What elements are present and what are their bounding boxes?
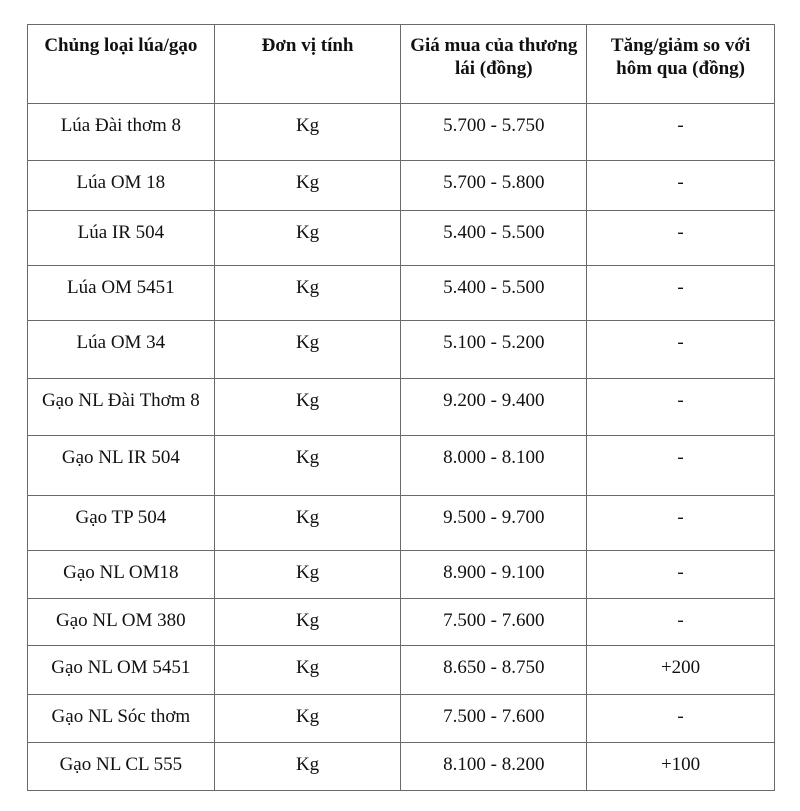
cell-change: - — [586, 550, 775, 599]
cell-unit: Kg — [213, 694, 402, 743]
cell-unit: Kg — [213, 210, 402, 266]
cell-price: 7.500 - 7.600 — [400, 598, 588, 646]
cell-price: 8.900 - 9.100 — [400, 550, 588, 599]
cell-product: Gạo NL CL 555 — [27, 742, 215, 791]
cell-unit: Kg — [213, 742, 402, 791]
cell-unit: Kg — [213, 265, 402, 321]
cell-unit: Kg — [213, 160, 402, 211]
cell-change: - — [586, 103, 775, 161]
cell-change: +200 — [586, 645, 775, 695]
cell-product: Lúa OM 34 — [27, 320, 215, 379]
cell-change: - — [586, 320, 775, 379]
cell-change: - — [586, 160, 775, 211]
header-unit: Đơn vị tính — [213, 24, 402, 104]
cell-change: +100 — [586, 742, 775, 791]
cell-price: 8.100 - 8.200 — [400, 742, 588, 791]
cell-change: - — [586, 210, 775, 266]
table-row: Lúa Đài thơm 8 Kg 5.700 - 5.750- — [27, 103, 775, 161]
cell-unit: Kg — [213, 598, 402, 646]
cell-change: - — [586, 694, 775, 743]
table-row: Gạo NL Sóc thơm Kg 7.500 - 7.600- — [27, 694, 775, 743]
cell-product: Gạo NL Đài Thơm 8 — [27, 378, 215, 436]
cell-product: Gạo NL OM 380 — [27, 598, 215, 646]
table-row: Gạo NL OM 380 Kg 7.500 - 7.600- — [27, 598, 775, 646]
table-row: Lúa OM 5451 Kg 5.400 - 5.500- — [27, 265, 775, 321]
cell-product: Lúa IR 504 — [27, 210, 215, 266]
table-row: Gạo NL OM18 Kg 8.900 - 9.100- — [27, 550, 775, 599]
cell-unit: Kg — [213, 495, 402, 551]
cell-product: Lúa OM 5451 — [27, 265, 215, 321]
cell-price: 7.500 - 7.600 — [400, 694, 588, 743]
cell-change: - — [586, 598, 775, 646]
cell-product: Gạo NL OM18 — [27, 550, 215, 599]
cell-product: Gạo NL IR 504 — [27, 435, 215, 496]
cell-product: Gạo NL OM 5451 — [27, 645, 215, 695]
table-row: Lúa IR 504 Kg 5.400 - 5.500- — [27, 210, 775, 266]
cell-unit: Kg — [213, 645, 402, 695]
table-row: Gạo NL CL 555 Kg 8.100 - 8.200 +100 — [27, 742, 775, 791]
cell-unit: Kg — [213, 435, 402, 496]
cell-price: 8.650 - 8.750 — [400, 645, 588, 695]
rice-price-table: Chủng loại lúa/gạo Đơn vị tính Giá mua c… — [27, 24, 775, 791]
cell-price: 9.200 - 9.400 — [400, 378, 588, 436]
cell-unit: Kg — [213, 320, 402, 379]
cell-change: - — [586, 435, 775, 496]
header-buy-price: Giá mua của thương lái (đồng) — [400, 24, 588, 104]
cell-price: 5.400 - 5.500 — [400, 265, 588, 321]
cell-product: Gạo TP 504 — [27, 495, 215, 551]
cell-price: 5.400 - 5.500 — [400, 210, 588, 266]
table-row: Gạo NL OM 5451 Kg 8.650 - 8.750 +200 — [27, 645, 775, 695]
cell-price: 5.700 - 5.800 — [400, 160, 588, 211]
table-row: Gạo NL Đài Thơm 8 Kg 9.200 - 9.400- — [27, 378, 775, 436]
header-change: Tăng/giảm so với hôm qua (đồng) — [586, 24, 775, 104]
table-row: Gạo TP 504 Kg 9.500 - 9.700- — [27, 495, 775, 551]
cell-change: - — [586, 378, 775, 436]
cell-change: - — [586, 265, 775, 321]
cell-price: 5.100 - 5.200 — [400, 320, 588, 379]
cell-unit: Kg — [213, 550, 402, 599]
header-product-type: Chủng loại lúa/gạo — [27, 24, 215, 104]
table-row: Lúa OM 18 Kg 5.700 - 5.800- — [27, 160, 775, 211]
cell-price: 5.700 - 5.750 — [400, 103, 588, 161]
cell-product: Gạo NL Sóc thơm — [27, 694, 215, 743]
cell-product: Lúa OM 18 — [27, 160, 215, 211]
cell-unit: Kg — [213, 378, 402, 436]
cell-price: 8.000 - 8.100 — [400, 435, 588, 496]
header-row: Chủng loại lúa/gạo Đơn vị tính Giá mua c… — [27, 24, 775, 104]
table-row: Lúa OM 34 Kg 5.100 - 5.200- — [27, 320, 775, 379]
cell-unit: Kg — [213, 103, 402, 161]
cell-price: 9.500 - 9.700 — [400, 495, 588, 551]
cell-product: Lúa Đài thơm 8 — [27, 103, 215, 161]
cell-change: - — [586, 495, 775, 551]
table-row: Gạo NL IR 504 Kg 8.000 - 8.100- — [27, 435, 775, 496]
